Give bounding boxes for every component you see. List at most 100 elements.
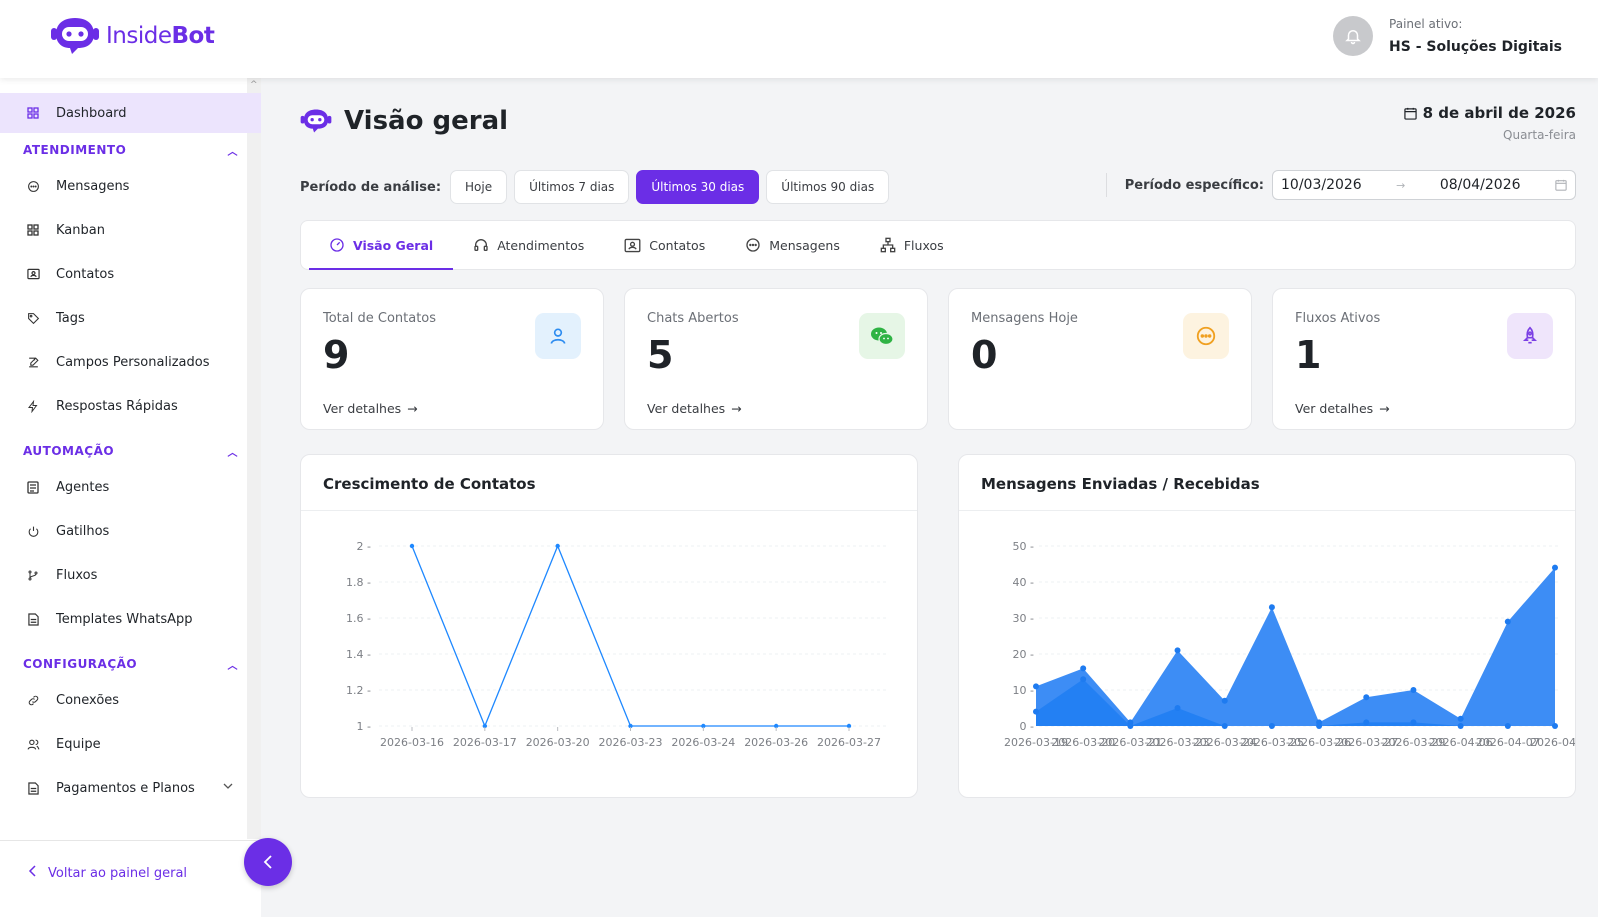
chevron-up-icon: ︿	[227, 147, 238, 158]
series-area	[1036, 679, 1555, 726]
sidebar-item-contatos[interactable]: Contatos	[0, 254, 261, 294]
notification-button[interactable]	[1333, 16, 1374, 56]
sidebar-item-dashboard[interactable]: Dashboard	[0, 93, 261, 133]
link-icon	[26, 693, 40, 707]
bell-icon	[1345, 30, 1361, 45]
sidebar-item-gatilhos[interactable]: Gatilhos	[0, 511, 261, 551]
sidebar-item-tags[interactable]: Tags	[0, 298, 261, 338]
contacts-growth-panel: Crescimento de Contatos 1 - 1.2 - 1.4 - 1.6…	[300, 454, 918, 798]
chevron-up-icon: ︿	[227, 448, 238, 459]
headset-icon	[474, 239, 488, 251]
contacts-growth-chart: 1 - 1.2 - 1.4 - 1.6 - 1.8 - 2 - 2026-03-16 2026…	[346, 540, 886, 749]
section-atendimento[interactable]: ATENDIMENTO ︿	[23, 143, 238, 158]
stat-cards: Total de Contatos 9 Ver detalhes → Chats …	[300, 288, 1576, 430]
rocket-icon	[1507, 313, 1553, 359]
sidebar-item-fluxos[interactable]: Fluxos	[0, 555, 261, 595]
chevron-down-icon[interactable]	[222, 780, 234, 796]
period-today-button[interactable]: Hoje	[450, 170, 508, 204]
arrow-right-icon: →	[1379, 401, 1390, 416]
sidebar-item-label: Campos Personalizados	[56, 354, 210, 370]
sidebar-item-campos-personalizados[interactable]: Campos Personalizados	[0, 342, 261, 382]
stat-card-fluxos-ativos: Fluxos Ativos 1 Ver detalhes →	[1272, 288, 1576, 430]
x-tick-label: 2026-04-06	[1429, 736, 1493, 749]
data-point	[1504, 618, 1511, 625]
sidebar-item-label: Fluxos	[56, 567, 98, 583]
tab-contatos[interactable]: Contatos	[604, 221, 725, 269]
sidebar-item-agentes[interactable]: Agentes	[0, 467, 261, 507]
section-title: CONFIGURAÇÃO	[23, 657, 138, 671]
hierarchy-icon	[880, 237, 896, 253]
sidebar-divider	[0, 840, 261, 841]
lightning-icon	[26, 399, 40, 413]
sidebar-item-label: Kanban	[56, 222, 105, 238]
data-point	[628, 723, 633, 729]
chat-icon	[746, 238, 760, 252]
chevron-left-icon	[263, 855, 272, 869]
tab-fluxos[interactable]: Fluxos	[860, 221, 964, 269]
back-to-panel-link[interactable]: Voltar ao painel geral	[28, 865, 187, 881]
section-automacao[interactable]: AUTOMAÇÃO ︿	[23, 444, 238, 459]
logo[interactable]: InsideBot	[50, 16, 215, 56]
tab-label: Fluxos	[903, 237, 944, 253]
tab-visao-geral[interactable]: Visão Geral	[309, 221, 454, 270]
link-label: Ver detalhes	[647, 401, 726, 416]
x-tick-label: 2026-03-24	[1193, 736, 1257, 749]
sidebar-item-equipe[interactable]: Equipe	[0, 724, 261, 764]
collapse-sidebar-button[interactable]	[244, 838, 292, 886]
data-point	[1221, 697, 1228, 704]
x-tick-label: 2026-03-26	[744, 736, 808, 749]
section-title: AUTOMAÇÃO	[23, 444, 115, 458]
ver-detalhes-link[interactable]: Ver detalhes →	[647, 401, 742, 416]
arrow-right-icon: →	[407, 401, 418, 416]
period-30-days-button[interactable]: Últimos 30 dias	[636, 170, 760, 204]
y-tick-label: 0 -	[1020, 720, 1034, 733]
period-90-days-button[interactable]: Últimos 90 dias	[766, 170, 890, 204]
specific-period: Período específico: 10/03/2026 → 08/04/2…	[1105, 170, 1576, 200]
link-label: Ver detalhes	[1295, 401, 1374, 416]
sidebar-item-label: Conexões	[56, 692, 120, 708]
date-range-picker[interactable]: 10/03/2026 → 08/04/2026	[1272, 170, 1576, 200]
data-point	[1080, 676, 1087, 683]
message-icon	[1183, 313, 1229, 359]
sidebar-item-label: Agentes	[56, 479, 110, 495]
power-icon	[26, 524, 40, 538]
robot-logo-icon	[51, 18, 99, 54]
sidebar-item-conexoes[interactable]: Conexões	[0, 680, 261, 720]
sidebar-item-kanban[interactable]: Kanban	[0, 210, 261, 250]
sidebar-scrollbar[interactable]: ^	[247, 78, 261, 839]
sidebar-item-templates-whatsapp[interactable]: Templates WhatsApp	[0, 599, 261, 639]
x-tick-label: 2026-03-25	[1240, 736, 1304, 749]
period-7-days-button[interactable]: Últimos 7 dias	[514, 170, 630, 204]
tab-label: Visão Geral	[353, 237, 434, 253]
tab-atendimentos[interactable]: Atendimentos	[453, 221, 604, 269]
range-start[interactable]: 10/03/2026	[1281, 177, 1362, 193]
period-selector: Período de análise: Hoje Últimos 7 dias …	[300, 170, 890, 204]
logo-text-bold: Bot	[171, 23, 215, 49]
tag-icon	[26, 311, 40, 325]
data-point	[1033, 683, 1039, 690]
data-point	[1504, 723, 1511, 729]
data-point	[1552, 723, 1558, 729]
branch-icon	[26, 568, 40, 582]
invoice-icon	[26, 781, 40, 795]
y-tick-label: 30 -	[1013, 612, 1034, 625]
arrow-right-icon: →	[1396, 178, 1406, 192]
painel-value[interactable]: HS - Soluções Digitais	[1389, 39, 1562, 55]
painel-label: Painel ativo:	[1389, 17, 1463, 31]
sidebar-item-pagamentos-e-planos[interactable]: Pagamentos e Planos	[0, 768, 261, 808]
data-point	[482, 723, 488, 729]
stat-label: Total de Contatos	[323, 311, 437, 326]
ver-detalhes-link[interactable]: Ver detalhes →	[323, 401, 418, 416]
sidebar-item-respostas-rapidas[interactable]: Respostas Rápidas	[0, 386, 261, 426]
tab-mensagens[interactable]: Mensagens	[725, 221, 860, 269]
data-point	[555, 543, 560, 549]
scroll-up-icon[interactable]: ^	[250, 80, 258, 90]
sidebar-item-mensagens[interactable]: Mensagens	[0, 166, 261, 206]
ver-detalhes-link[interactable]: Ver detalhes →	[1295, 401, 1390, 416]
sidebar-item-label: Respostas Rápidas	[56, 398, 178, 414]
x-tick-label: 2026-03-17	[453, 736, 517, 749]
section-configuracao[interactable]: CONFIGURAÇÃO ︿	[23, 657, 238, 672]
tab-label: Mensagens	[769, 237, 840, 253]
range-end[interactable]: 08/04/2026	[1439, 177, 1521, 193]
chevron-up-icon: ︿	[227, 661, 238, 672]
